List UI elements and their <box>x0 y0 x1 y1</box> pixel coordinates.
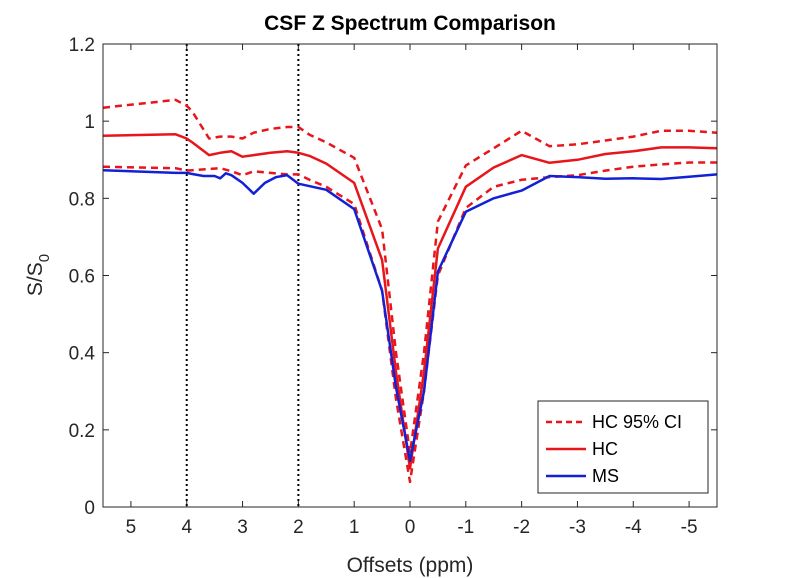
chart-title: CSF Z Spectrum Comparison <box>264 12 556 35</box>
y-axis-label-subscript: 0 <box>36 254 53 262</box>
y-axis-label-group: S/S0 <box>24 254 53 296</box>
y-axis-label-main: S/S <box>24 262 47 296</box>
legend: HC 95% CI HC MS <box>537 400 709 494</box>
plot-area <box>102 43 718 508</box>
series-line-ms <box>102 168 718 462</box>
x-tick-label: -2 <box>513 517 530 538</box>
legend-label-hc: HC <box>592 439 618 459</box>
reference-lines <box>185 44 300 507</box>
x-tick-labels: 5 4 3 2 1 0 -1 -2 -3 -4 -5 <box>126 517 698 538</box>
x-tick-label: 5 <box>126 517 137 538</box>
legend-label-ms: MS <box>592 466 619 486</box>
y-axis-label: S/S0 <box>24 254 53 296</box>
x-tick-label: -1 <box>457 517 474 538</box>
x-tick-label: 0 <box>405 517 416 538</box>
y-tick-label: 0.8 <box>69 189 95 210</box>
y-tick-label: 0.4 <box>69 344 96 365</box>
legend-box <box>537 400 709 494</box>
y-tick-label: 0.6 <box>69 267 95 288</box>
series-line-hc-95-ci-upper <box>102 98 718 455</box>
x-tick-label: -3 <box>569 517 586 538</box>
x-tick-label: -4 <box>625 517 642 538</box>
x-tick-label: 1 <box>349 517 360 538</box>
x-tick-label: 4 <box>181 517 192 538</box>
y-tick-labels: 0 0.2 0.4 0.6 0.8 1 1.2 <box>69 35 96 519</box>
y-tick-label: 1 <box>84 112 95 133</box>
x-tick-label: -5 <box>681 517 698 538</box>
x-axis-label: Offsets (ppm) <box>347 554 474 577</box>
series-line-hc <box>102 133 718 470</box>
x-tick-label: 3 <box>237 517 248 538</box>
x-tick-label: 2 <box>293 517 304 538</box>
axes-box <box>102 43 718 508</box>
legend-label-hc-ci: HC 95% CI <box>592 412 682 432</box>
y-tick-label: 0.2 <box>69 421 95 442</box>
series-layer <box>102 98 718 484</box>
y-tick-label: 0 <box>84 498 95 519</box>
y-tick-label: 1.2 <box>69 35 95 56</box>
